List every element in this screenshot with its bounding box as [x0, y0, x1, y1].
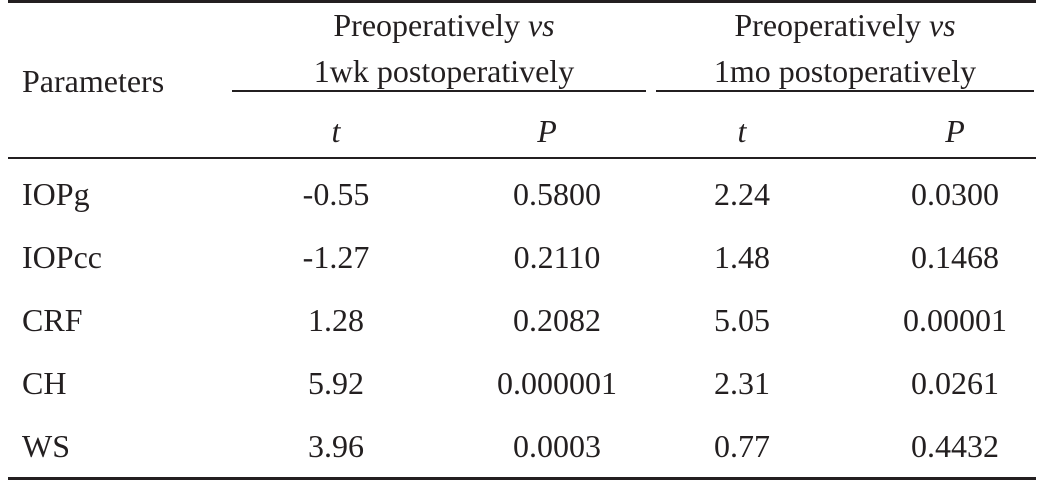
row-t-1mo: 1.48	[714, 239, 770, 275]
row-p-1wk: 0.2110	[513, 239, 601, 275]
row-t-1mo: 2.24	[714, 176, 770, 212]
row-param: IOPg	[22, 176, 90, 212]
row-t-1mo: 2.31	[714, 365, 770, 401]
group2-underline	[656, 90, 1034, 92]
row-p-1mo: 0.0300	[911, 176, 999, 212]
subheader-t-group2: t	[737, 113, 747, 149]
row-p-1mo: 0.1468	[911, 239, 999, 275]
group1-vs: vs	[527, 7, 555, 43]
row-param: IOPcc	[22, 239, 102, 275]
row-t-1mo: 5.05	[714, 302, 770, 338]
group2-header-line2: 1mo postoperatively	[713, 53, 977, 89]
row-t-1wk: -1.27	[302, 239, 370, 275]
row-p-1wk: 0.2082	[513, 302, 601, 338]
bottom-rule	[8, 477, 1036, 480]
row-t-1wk: 1.28	[308, 302, 364, 338]
row-param: WS	[22, 428, 70, 464]
row-p-1wk: 0.0003	[513, 428, 601, 464]
group1-header-line2: 1wk postoperatively	[313, 53, 575, 89]
header-rule	[8, 157, 1036, 159]
group2-vs: vs	[928, 7, 956, 43]
group1-underline	[232, 90, 646, 92]
row-p-1mo: 0.4432	[911, 428, 999, 464]
row-t-1wk: 3.96	[308, 428, 364, 464]
subheader-t-group1: t	[331, 113, 341, 149]
group2-header-line1: Preoperatively vs	[734, 6, 955, 44]
row-p-1mo: 0.00001	[903, 302, 1007, 338]
row-p-1mo: 0.0261	[911, 365, 999, 401]
row-p-1wk: 0.000001	[497, 365, 617, 401]
subheader-p-group1: P	[537, 113, 557, 149]
group2-label: Preoperatively	[734, 7, 921, 43]
group1-label: Preoperatively	[333, 7, 520, 43]
row-t-1mo: 0.77	[714, 428, 770, 464]
subheader-p-group2: P	[945, 113, 965, 149]
row-t-1wk: 5.92	[308, 365, 364, 401]
row-param: CH	[22, 365, 67, 401]
row-p-1wk: 0.5800	[513, 176, 601, 212]
row-param: CRF	[22, 302, 83, 338]
row-t-1wk: -0.55	[302, 176, 370, 212]
parameters-header: Parameters	[22, 63, 165, 99]
top-rule	[8, 0, 1036, 3]
group1-header-line1: Preoperatively vs	[333, 6, 554, 44]
